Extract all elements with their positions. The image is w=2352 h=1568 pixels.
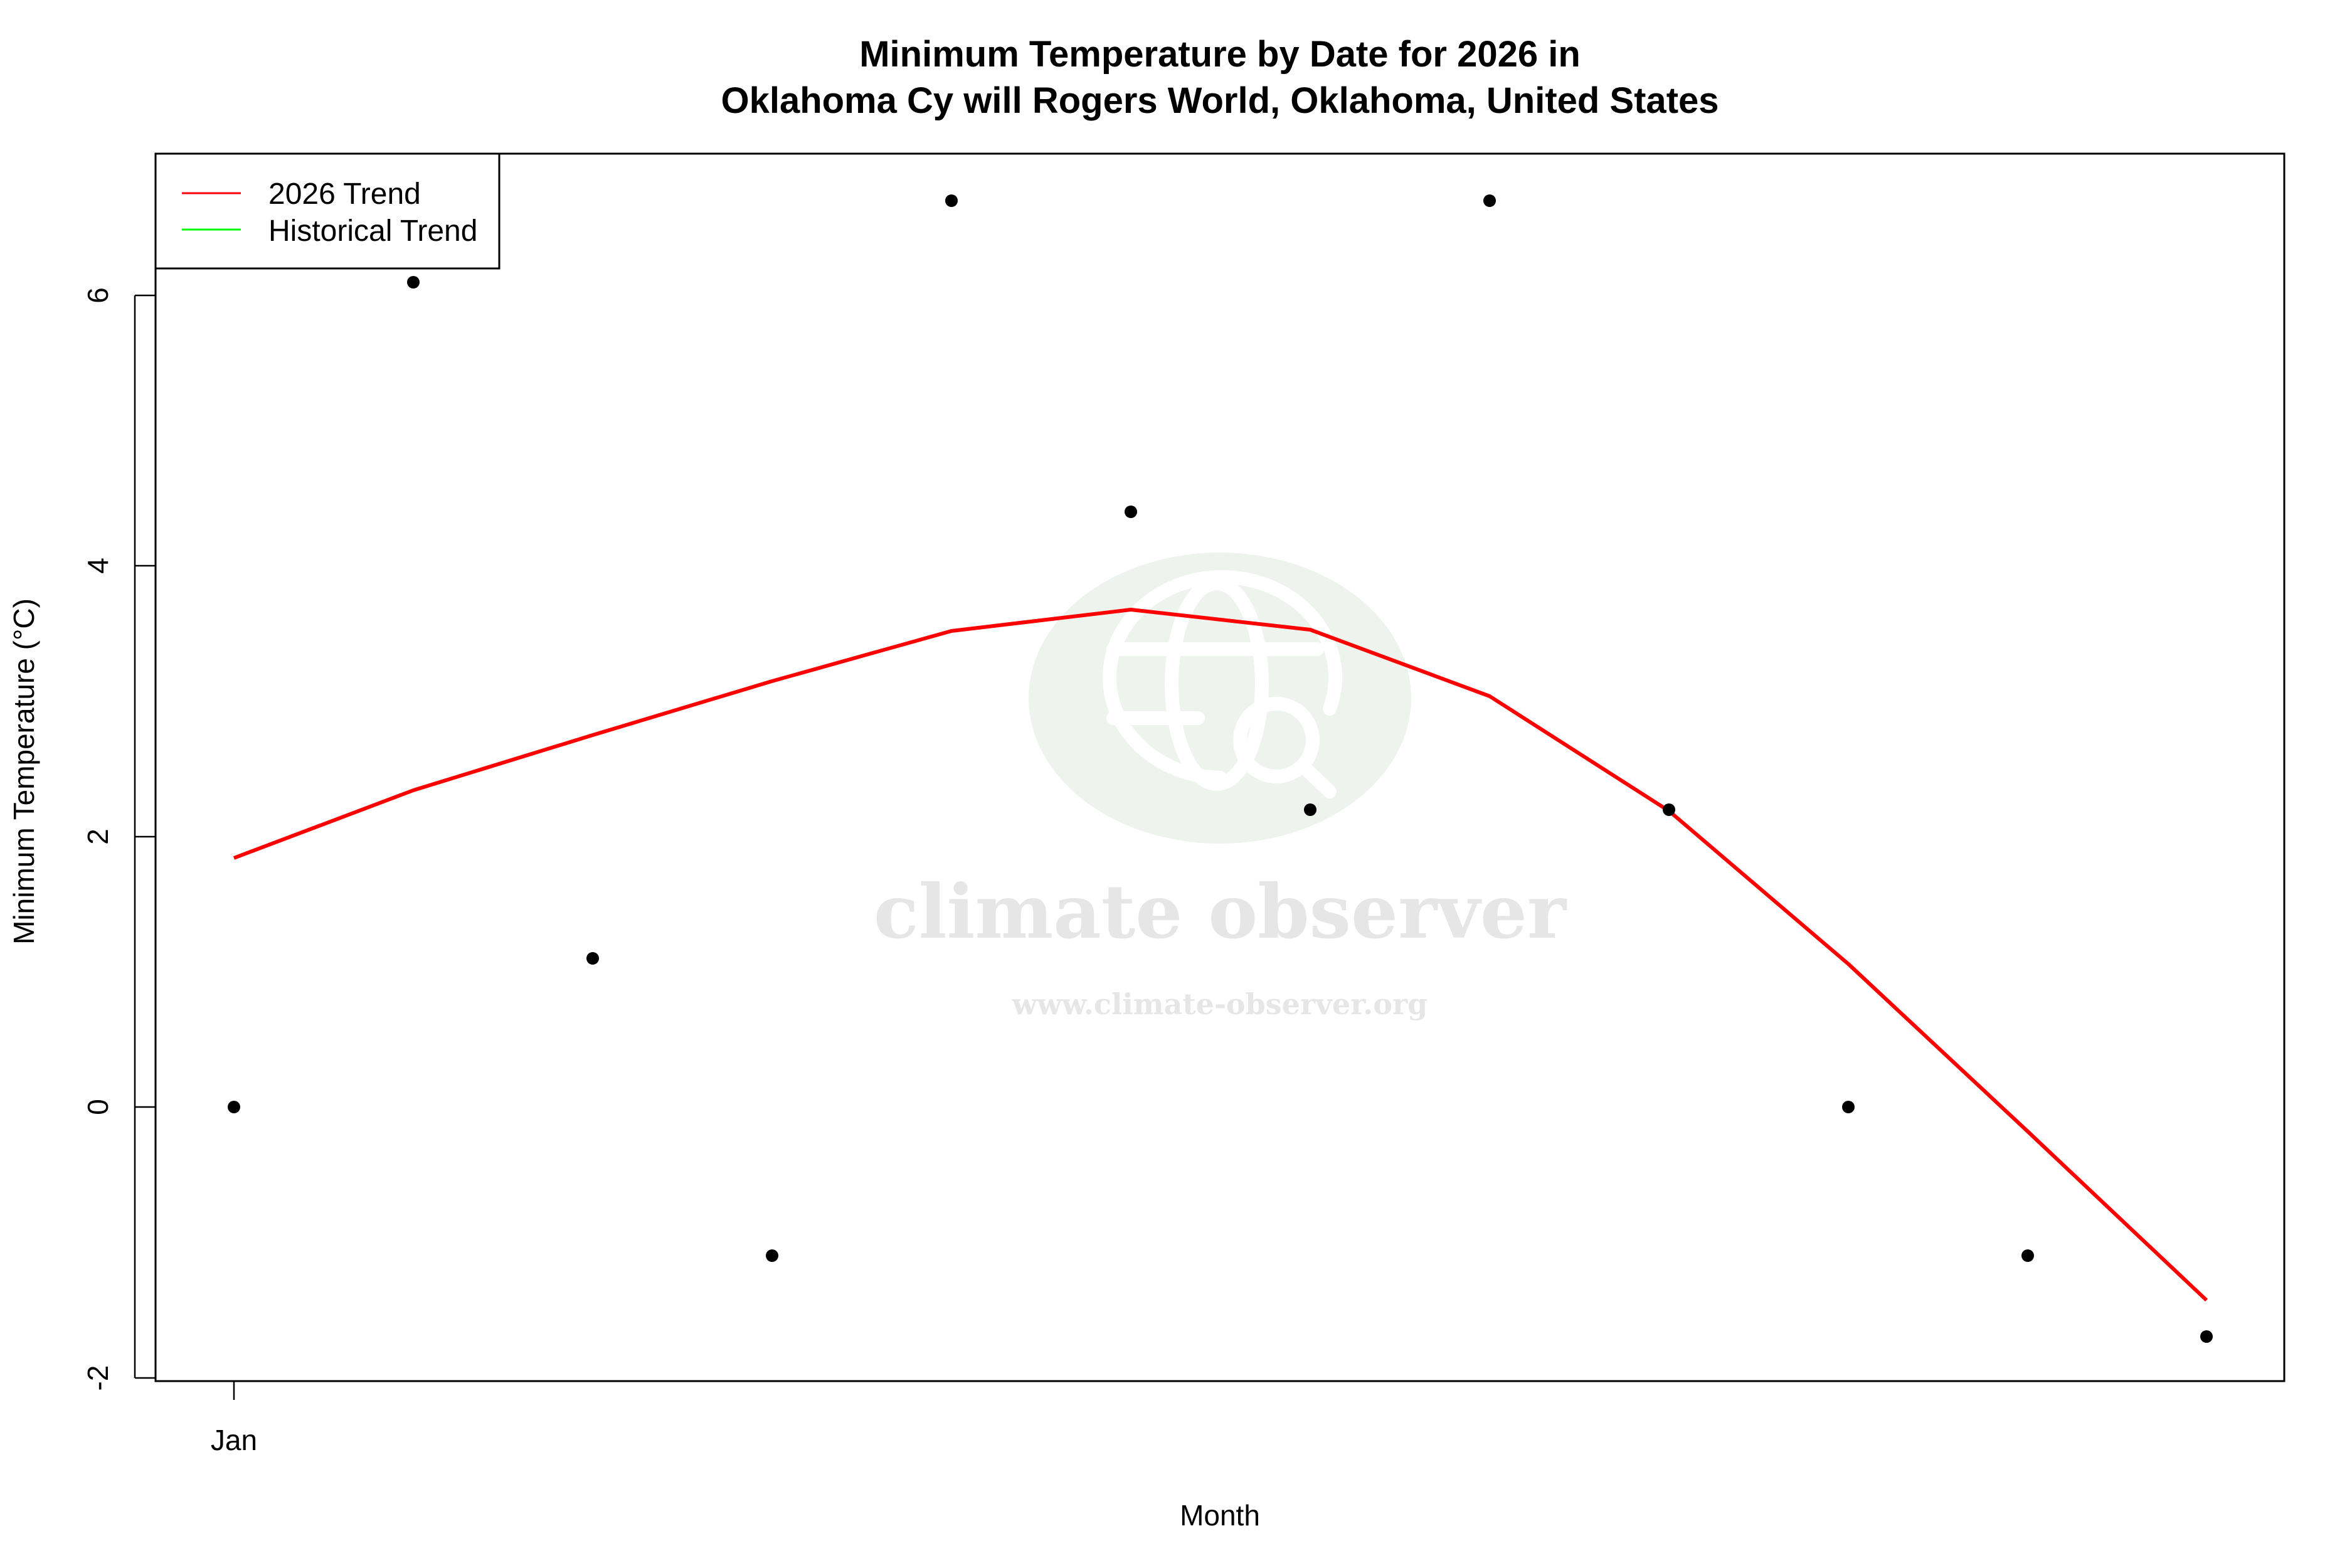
data-point (1483, 194, 1496, 207)
trend-line-2026 (233, 608, 2208, 1302)
x-axis-label: Month (1180, 1499, 1260, 1532)
data-point (2200, 1330, 2213, 1343)
plot-area (154, 152, 2286, 1382)
chart-subtitle: Oklahoma Cy will Rogers World, Oklahoma,… (721, 80, 1719, 121)
watermark-name: climate observer (874, 868, 1567, 955)
y-axis (134, 294, 156, 1379)
watermark-circle (1029, 553, 1411, 844)
data-point (2021, 1249, 2034, 1262)
data-point (1125, 506, 1137, 518)
y-tick-labels: 6 4 2 0 -2 (82, 287, 114, 1391)
data-point (1304, 803, 1316, 816)
watermark-url: www.climate-observer.org (1012, 987, 1428, 1021)
x-tick-label: Jan (211, 1424, 257, 1456)
legend-box (154, 152, 501, 270)
data-point (586, 952, 599, 965)
legend: 2026 Trend Historical Trend (154, 152, 501, 270)
legend-label-2026-trend: 2026 Trend (268, 177, 421, 211)
data-point (228, 1101, 240, 1113)
data-point (1663, 803, 1675, 816)
data-points (228, 194, 2213, 1343)
y-tick-label: 4 (82, 558, 114, 574)
data-point (407, 276, 420, 289)
y-tick-label: -2 (82, 1365, 114, 1391)
chart-title: Minimum Temperature by Date for 2026 in (859, 34, 1581, 75)
legend-label-historical-trend: Historical Trend (268, 215, 477, 248)
y-tick-label: 0 (82, 1099, 114, 1115)
y-tick-label: 6 (82, 287, 114, 304)
watermark: climate observer www.climate-observer.or… (874, 553, 1567, 1021)
globe-search-icon (1103, 570, 1342, 798)
data-point (766, 1249, 778, 1262)
y-axis-label: Minimum Temperature (°C) (8, 598, 40, 945)
data-point (1842, 1101, 1855, 1113)
y-tick-label: 2 (82, 829, 114, 845)
data-point (945, 194, 958, 207)
